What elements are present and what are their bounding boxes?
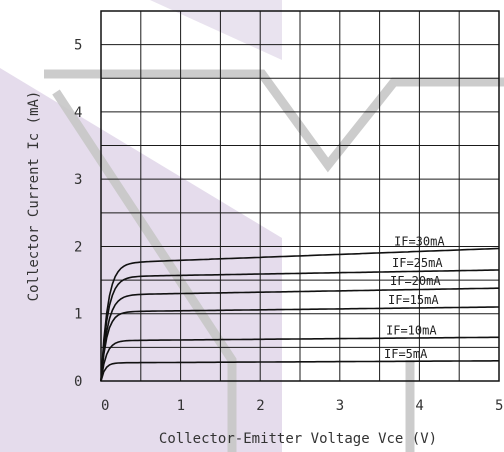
series-line [100, 306, 499, 382]
x-tick-label: 4 [415, 398, 423, 414]
x-tick-labels: 0 1 2 3 4 5 [101, 398, 503, 414]
x-tick-label: 1 [177, 398, 185, 414]
series-line [100, 247, 500, 382]
series-label: IF=15mA [388, 293, 439, 307]
x-tick-label: 3 [336, 398, 344, 414]
series-line [100, 360, 499, 382]
series-label: IF=20mA [390, 274, 441, 288]
y-tick-label: 4 [74, 105, 82, 121]
series-line [100, 336, 499, 382]
y-tick-label: 3 [74, 172, 82, 188]
series-line [100, 269, 499, 382]
chart-series: IF=30mA IF=25mA IF=20mA IF=15mA IF=10mA IF=5m… [100, 234, 500, 382]
watermark-stroke-diagonal [52, 89, 237, 452]
x-tick-label: 0 [101, 398, 109, 414]
y-tick-label: 5 [74, 38, 82, 54]
y-tick-label: 1 [74, 307, 82, 323]
x-tick-label: 2 [256, 398, 264, 414]
watermark-corner [150, 0, 282, 60]
y-tick-labels: 0 1 2 3 4 5 [74, 38, 82, 390]
y-axis-title: Collector Current Ic (mA) [26, 91, 42, 302]
chart-grid [100, 10, 500, 382]
series-label: IF=30mA [394, 234, 445, 248]
x-tick-label: 5 [495, 398, 503, 414]
y-tick-label: 0 [74, 374, 82, 390]
series-label: IF=5mA [384, 347, 428, 361]
x-axis-title: Collector-Emitter Voltage Vce (V) [159, 431, 437, 447]
y-tick-label: 2 [74, 239, 82, 255]
watermark-stroke-top [44, 69, 504, 173]
series-label: IF=10mA [386, 323, 437, 337]
plot-frame [100, 10, 500, 382]
series-line [100, 287, 499, 382]
series-label: IF=25mA [392, 256, 443, 270]
